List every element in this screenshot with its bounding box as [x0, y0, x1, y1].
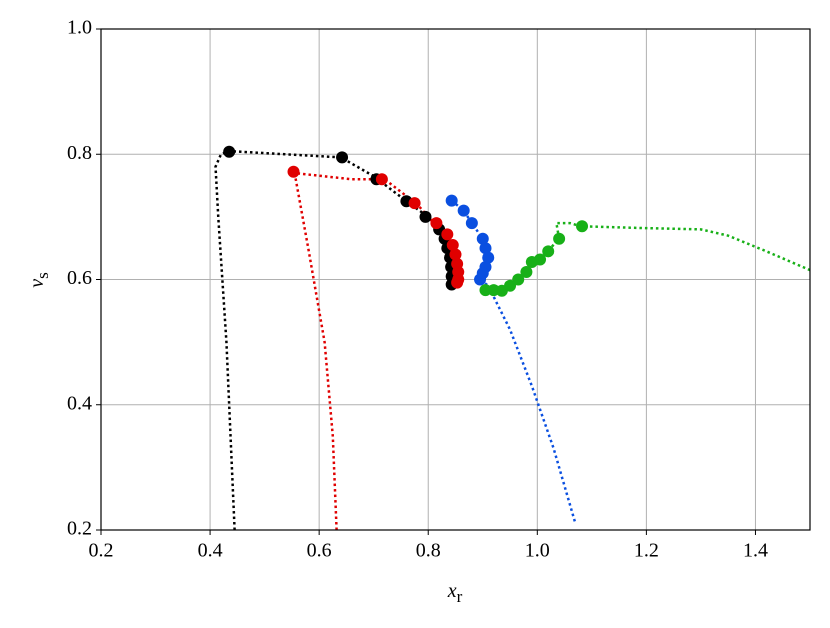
- marker: [474, 273, 487, 286]
- x-tick-label: 1.2: [634, 540, 659, 562]
- marker: [542, 245, 555, 258]
- y-tick-label: 1.0: [67, 17, 92, 39]
- y-axis-label: vs: [26, 272, 52, 288]
- marker: [419, 210, 432, 223]
- marker: [482, 251, 495, 264]
- marker: [512, 273, 525, 286]
- marker: [446, 239, 459, 252]
- x-tick-label: 0.8: [416, 540, 441, 562]
- marker: [336, 151, 349, 164]
- plot-frame: [100, 28, 811, 531]
- marker: [476, 232, 489, 245]
- marker: [223, 145, 236, 158]
- marker: [479, 242, 492, 255]
- marker: [457, 204, 470, 217]
- x-tick-label: 1.0: [525, 540, 550, 562]
- marker: [451, 276, 464, 289]
- x-tick-label: 0.6: [307, 540, 332, 562]
- marker: [375, 173, 388, 186]
- marker: [287, 165, 300, 178]
- x-axis-label: xr: [447, 580, 463, 606]
- x-tick-label: 0.2: [89, 540, 114, 562]
- marker: [520, 265, 533, 278]
- marker: [441, 228, 454, 241]
- y-label-main: v: [26, 279, 48, 288]
- marker: [504, 279, 517, 292]
- marker: [445, 194, 458, 207]
- series-line: [450, 199, 577, 525]
- y-tick-label: 0.6: [67, 267, 92, 289]
- y-label-sub: s: [33, 272, 52, 279]
- y-tick-label: 0.2: [67, 518, 92, 540]
- x-label-sub: r: [457, 587, 463, 606]
- marker: [408, 197, 421, 210]
- x-tick-label: 0.4: [198, 540, 223, 562]
- y-tick-label: 0.8: [67, 142, 92, 164]
- marker: [534, 253, 547, 266]
- x-label-main: x: [447, 580, 457, 602]
- marker: [465, 217, 478, 230]
- marker: [576, 220, 589, 233]
- marker: [449, 248, 462, 261]
- marker: [430, 217, 443, 230]
- x-tick-label: 1.4: [743, 540, 768, 562]
- y-axis-label-group: vs: [26, 272, 52, 288]
- marker: [553, 232, 566, 245]
- y-tick-label: 0.4: [67, 392, 92, 414]
